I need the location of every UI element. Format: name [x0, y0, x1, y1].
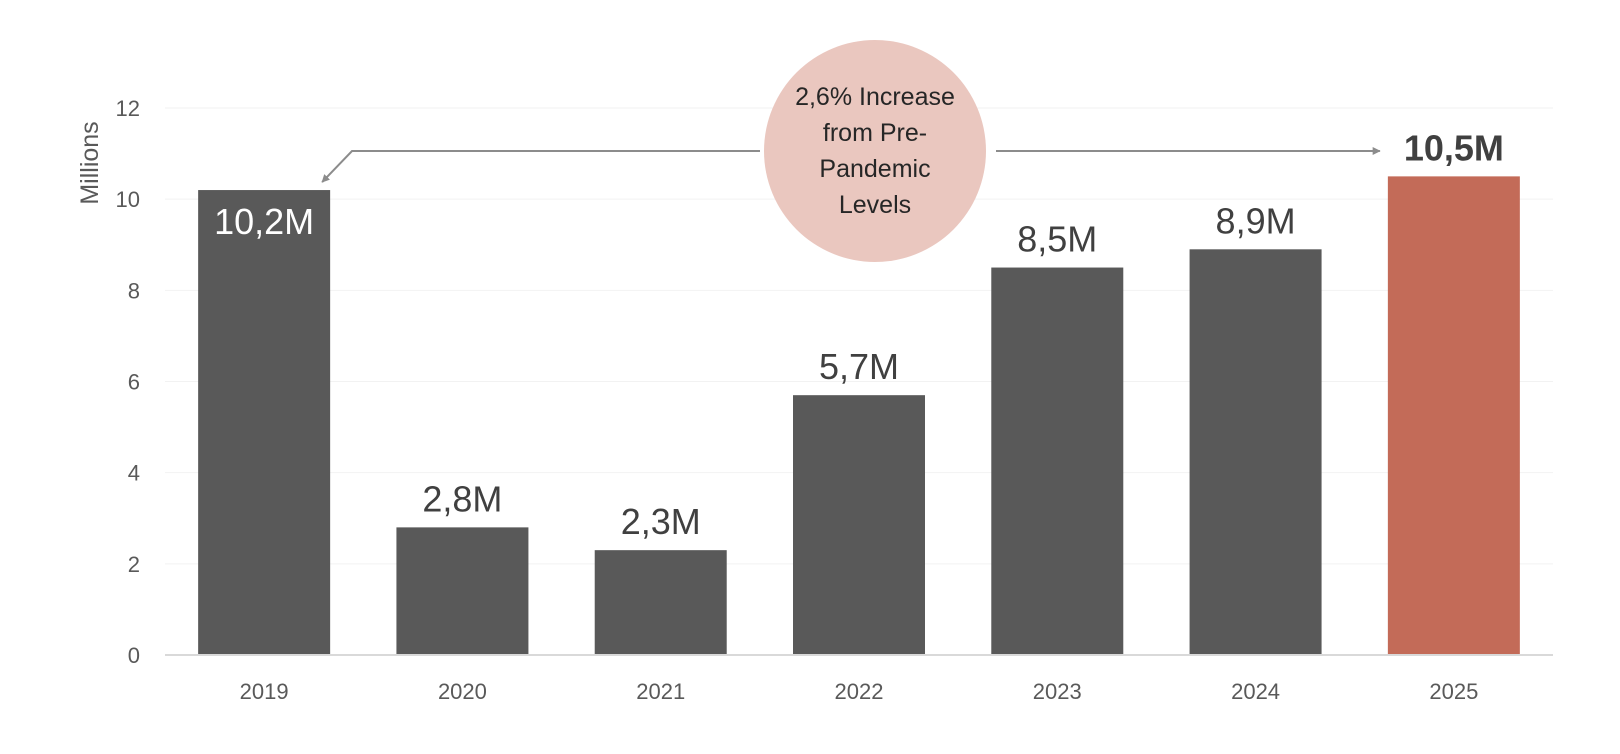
data-label-2024: 8,9M	[1216, 200, 1296, 241]
x-tick-label: 2021	[636, 679, 685, 704]
arrow-to-2019	[321, 150, 760, 183]
annotation-arrows	[321, 147, 1381, 183]
data-label-2019: 10,2M	[214, 201, 314, 242]
bars	[198, 176, 1520, 656]
y-tick-label: 0	[128, 643, 140, 668]
y-tick-label: 10	[116, 187, 140, 212]
x-tick-label: 2025	[1429, 679, 1478, 704]
y-tick-label: 8	[128, 278, 140, 303]
bar-2020	[396, 527, 529, 655]
x-tick-label: 2023	[1033, 679, 1082, 704]
data-label-2021: 2,3M	[621, 501, 701, 542]
bar-2021	[594, 550, 727, 655]
bar-2019	[198, 190, 331, 656]
y-tick-label: 4	[128, 461, 140, 486]
x-tick-label: 2020	[438, 679, 487, 704]
y-tick-label: 2	[128, 552, 140, 577]
x-tick-label: 2019	[240, 679, 289, 704]
bar-2023	[991, 267, 1124, 655]
y-tick-label: 6	[128, 370, 140, 395]
callout-text: 2,6% Increase from Pre-Pandemic Levels	[795, 83, 955, 219]
y-tick-label: 12	[116, 96, 140, 121]
y-axis-title: Millions	[76, 121, 104, 204]
x-tick-label: 2022	[835, 679, 884, 704]
data-label-2023: 8,5M	[1017, 219, 1097, 260]
bar-2025	[1387, 176, 1520, 655]
bar-2022	[793, 395, 925, 655]
data-label-2022: 5,7M	[819, 346, 899, 387]
axes: Millions 0 2 4 6 8 10 12 2019 2020 2021 2022 2023 20…	[76, 96, 1553, 704]
data-label-2020: 2,8M	[422, 478, 502, 519]
x-tick-label: 2024	[1231, 679, 1280, 704]
data-label-2025: 10,5M	[1404, 127, 1504, 168]
data-labels: 10,2M 2,8M 2,3M 5,7M 8,5M 8,9M 10,5M	[214, 127, 1504, 542]
increase-callout-bubble: 2,6% Increase from Pre-Pandemic Levels	[764, 40, 986, 262]
bar-2024	[1189, 249, 1322, 655]
